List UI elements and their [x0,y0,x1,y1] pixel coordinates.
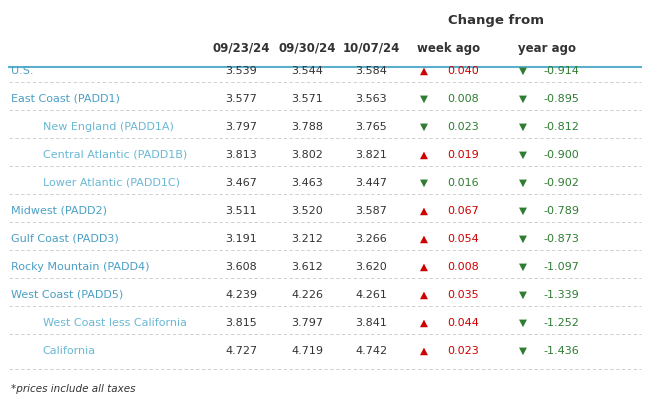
Text: ▼: ▼ [519,150,527,160]
Text: 0.008: 0.008 [447,94,479,104]
Text: West Coast (PADD5): West Coast (PADD5) [10,290,123,300]
Text: ▲: ▲ [421,206,428,216]
Text: 3.765: 3.765 [356,122,387,132]
Text: -0.812: -0.812 [543,122,579,132]
Text: Change from: Change from [448,14,544,27]
Text: 0.035: 0.035 [447,290,478,300]
Text: ▼: ▼ [519,178,527,188]
Text: 0.067: 0.067 [447,206,479,216]
Text: ▼: ▼ [519,318,527,328]
Text: 3.571: 3.571 [291,94,323,104]
Text: 4.261: 4.261 [356,290,387,300]
Text: Rocky Mountain (PADD4): Rocky Mountain (PADD4) [10,262,149,272]
Text: 4.226: 4.226 [291,290,323,300]
Text: U.S.: U.S. [10,66,33,76]
Text: ▲: ▲ [421,346,428,356]
Text: 0.016: 0.016 [447,178,478,188]
Text: ▼: ▼ [519,234,527,244]
Text: 4.239: 4.239 [225,290,257,300]
Text: 3.608: 3.608 [226,262,257,272]
Text: 09/23/24: 09/23/24 [213,42,270,55]
Text: ▲: ▲ [421,262,428,272]
Text: -0.902: -0.902 [543,178,579,188]
Text: Gulf Coast (PADD3): Gulf Coast (PADD3) [10,234,118,244]
Text: -1.339: -1.339 [543,290,579,300]
Text: ▼: ▼ [519,206,527,216]
Text: 3.587: 3.587 [356,206,387,216]
Text: ▼: ▼ [519,346,527,356]
Text: New England (PADD1A): New England (PADD1A) [43,122,174,132]
Text: -1.252: -1.252 [543,318,579,328]
Text: 3.191: 3.191 [226,234,257,244]
Text: week ago: week ago [417,42,480,55]
Text: -0.789: -0.789 [543,206,580,216]
Text: 0.044: 0.044 [447,318,479,328]
Text: ▲: ▲ [421,290,428,300]
Text: -1.436: -1.436 [543,346,579,356]
Text: 4.742: 4.742 [356,346,387,356]
Text: -0.914: -0.914 [543,66,579,76]
Text: 3.463: 3.463 [291,178,323,188]
Text: Midwest (PADD2): Midwest (PADD2) [10,206,107,216]
Text: -0.895: -0.895 [543,94,579,104]
Text: 3.788: 3.788 [291,122,323,132]
Text: 3.520: 3.520 [291,206,323,216]
Text: ▼: ▼ [421,122,428,132]
Text: 3.212: 3.212 [291,234,323,244]
Text: 10/07/24: 10/07/24 [343,42,400,55]
Text: 0.023: 0.023 [447,122,479,132]
Text: 3.577: 3.577 [226,94,257,104]
Text: -1.097: -1.097 [543,262,579,272]
Text: 3.447: 3.447 [356,178,387,188]
Text: ▲: ▲ [421,318,428,328]
Text: 3.539: 3.539 [226,66,257,76]
Text: ▲: ▲ [421,66,428,76]
Text: 3.797: 3.797 [291,318,323,328]
Text: 3.813: 3.813 [226,150,257,160]
Text: ▼: ▼ [519,66,527,76]
Text: 3.815: 3.815 [226,318,257,328]
Text: California: California [43,346,96,356]
Text: ▼: ▼ [519,94,527,104]
Text: ▼: ▼ [519,290,527,300]
Text: Central Atlantic (PADD1B): Central Atlantic (PADD1B) [43,150,187,160]
Text: ▼: ▼ [421,178,428,188]
Text: 3.620: 3.620 [356,262,387,272]
Text: 3.612: 3.612 [291,262,323,272]
Text: 0.054: 0.054 [447,234,479,244]
Text: ▲: ▲ [421,150,428,160]
Text: 0.040: 0.040 [447,66,479,76]
Text: 0.019: 0.019 [447,150,479,160]
Text: year ago: year ago [518,42,577,55]
Text: 3.266: 3.266 [356,234,387,244]
Text: 0.008: 0.008 [447,262,479,272]
Text: ▲: ▲ [421,234,428,244]
Text: 3.563: 3.563 [356,94,387,104]
Text: 3.467: 3.467 [226,178,257,188]
Text: -0.900: -0.900 [543,150,579,160]
Text: 3.821: 3.821 [356,150,387,160]
Text: 09/30/24: 09/30/24 [278,42,335,55]
Text: *prices include all taxes: *prices include all taxes [10,384,135,394]
Text: 4.727: 4.727 [225,346,257,356]
Text: 3.511: 3.511 [226,206,257,216]
Text: Lower Atlantic (PADD1C): Lower Atlantic (PADD1C) [43,178,180,188]
Text: -0.873: -0.873 [543,234,579,244]
Text: ▼: ▼ [519,122,527,132]
Text: 3.841: 3.841 [356,318,387,328]
Text: East Coast (PADD1): East Coast (PADD1) [10,94,120,104]
Text: ▼: ▼ [421,94,428,104]
Text: 3.797: 3.797 [225,122,257,132]
Text: 4.719: 4.719 [291,346,323,356]
Text: 0.023: 0.023 [447,346,479,356]
Text: ▼: ▼ [519,262,527,272]
Text: 3.544: 3.544 [291,66,323,76]
Text: 3.584: 3.584 [356,66,387,76]
Text: 3.802: 3.802 [291,150,323,160]
Text: West Coast less California: West Coast less California [43,318,187,328]
